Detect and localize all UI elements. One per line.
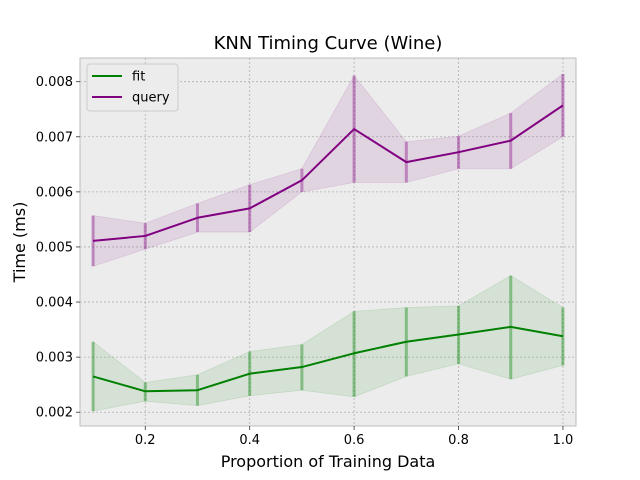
x-tick-label: 0.2 [135,433,156,448]
line-query [92,104,564,242]
x-tick-label: 0.4 [239,433,260,448]
grid [80,58,576,426]
y-tick-label: 0.004 [36,296,73,311]
series-lines [92,104,564,393]
legend: fit query [86,63,179,112]
legend-label-fit: fit [132,70,145,85]
plot-frame [79,57,577,427]
legend-label-query: query [132,91,170,106]
chart-title: KNN Timing Curve (Wine) [214,33,443,54]
y-tick-label: 0.003 [36,351,73,366]
confidence-bands [92,73,564,412]
x-tick-label: 0.6 [344,433,365,448]
y-axis-ticks: 0.002 0.003 0.004 0.005 0.006 0.007 0.008 [36,75,80,421]
y-axis-label: Time (ms) [10,202,29,284]
y-tick-label: 0.002 [36,406,73,421]
line-fit [92,325,564,393]
y-tick-label: 0.006 [36,185,73,200]
band-query [92,73,564,267]
y-tick-label: 0.007 [36,130,73,145]
x-tick-label: 1.0 [553,433,574,448]
x-axis-label: Proportion of Training Data [221,452,436,471]
x-tick-label: 0.8 [448,433,469,448]
band-fit [92,275,564,412]
plot-area [80,58,576,426]
y-tick-label: 0.005 [36,240,73,255]
x-axis-ticks: 0.2 0.4 0.6 0.8 1.0 [135,426,573,448]
y-tick-label: 0.008 [36,75,73,90]
